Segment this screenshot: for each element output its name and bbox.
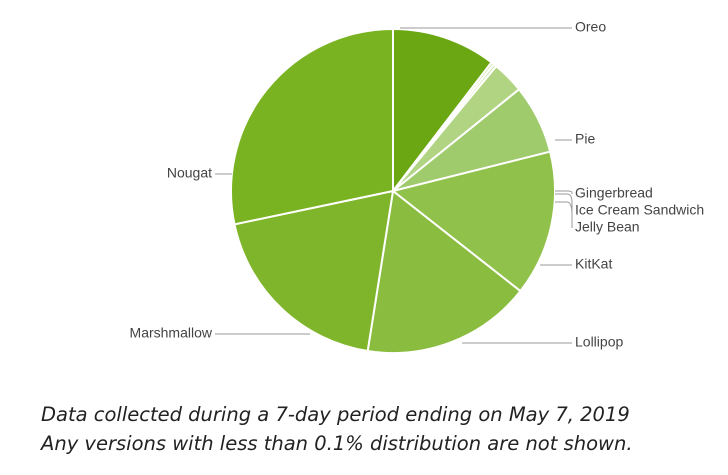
slice-label-oreo: Oreo bbox=[575, 19, 606, 35]
slice-label-marshmallow: Marshmallow bbox=[130, 325, 213, 341]
chart-caption: Data collected during a 7-day period end… bbox=[41, 400, 633, 458]
slice-oreo bbox=[230, 27, 394, 226]
slice-lollipop bbox=[390, 150, 556, 293]
slice-label-nougat: Nougat bbox=[167, 165, 212, 181]
slice-label-gingerbread: Gingerbread bbox=[575, 185, 653, 201]
slices-layer bbox=[230, 27, 556, 354]
slice-label-ice-cream-sandwich: Ice Cream Sandwich bbox=[575, 202, 704, 218]
slice-label-pie: Pie bbox=[575, 131, 595, 147]
slice-pie bbox=[392, 27, 493, 194]
slice-label-lollipop: Lollipop bbox=[575, 334, 623, 350]
slice-nougat bbox=[233, 189, 395, 353]
leader-line-gingerbread bbox=[555, 190, 573, 194]
slice-label-jelly-bean: Jelly Bean bbox=[575, 219, 640, 235]
caption-line-2: Any versions with less than 0.1% distrib… bbox=[41, 432, 633, 455]
slice-marshmallow bbox=[366, 189, 522, 354]
caption-line-1: Data collected during a 7-day period end… bbox=[41, 403, 630, 426]
leader-line-jelly-bean bbox=[555, 201, 573, 228]
slice-label-kitkat: KitKat bbox=[575, 256, 612, 272]
leader-line-ice-cream-sandwich bbox=[555, 193, 573, 211]
